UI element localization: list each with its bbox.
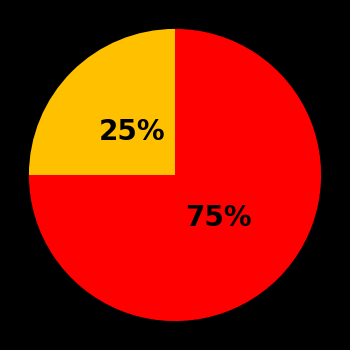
Text: 75%: 75% (185, 204, 252, 232)
Wedge shape (29, 29, 175, 175)
Wedge shape (29, 29, 321, 321)
Text: 25%: 25% (98, 118, 165, 146)
